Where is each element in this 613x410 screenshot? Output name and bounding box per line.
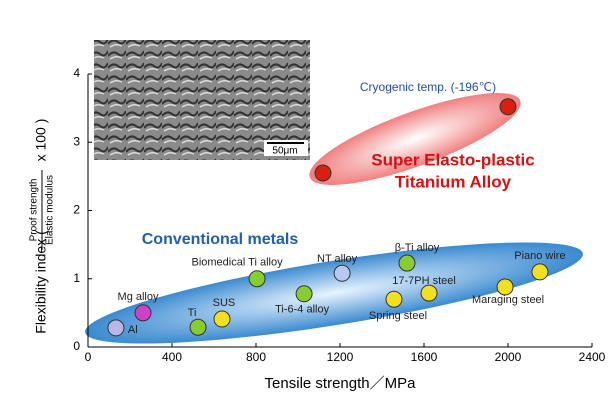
point [213,310,231,328]
point [295,285,313,303]
point [134,304,152,322]
y-axis-title: Flexibility index ( Proof strength Elast… [29,119,56,334]
point [189,318,207,336]
y-title-part: x 100 ) [33,119,49,162]
point [531,263,549,281]
x-tick-label: 1200 [327,350,354,364]
point-label: Piano wire [514,250,565,262]
x-axis-title: Tensile strength／MPa [265,375,417,392]
point-label: Ti-6-4 alloy [275,304,329,316]
point-label: NT alloy [317,253,358,265]
point [248,270,266,288]
point [420,284,438,302]
x-tick-label: 2400 [579,350,606,364]
conventional-region [85,242,583,344]
point-label: Al [128,324,138,336]
y-title-part: Elastic modulus [45,175,56,245]
x-tick-label: 800 [246,350,266,364]
x-tick-label: 2000 [495,350,522,364]
x-tick-label: 400 [162,350,182,364]
point [314,164,332,182]
x-tick-label: 1600 [411,350,438,364]
point-label: β-Ti alloy [395,242,440,254]
point [398,254,416,272]
super-region [309,93,521,185]
y-tick-label: 2 [73,203,80,217]
y-tick-label: 1 [73,271,80,285]
point-label: Spring steel [369,310,427,322]
point-label: Maraging steel [472,294,544,306]
point [385,290,403,308]
annotation: Conventional metals [142,231,299,248]
y-title-part: Proof strength [29,179,40,242]
point [499,98,517,116]
y-tick-label: 0 [73,339,80,353]
y-tick-label: 4 [73,66,80,80]
point [107,319,125,337]
point-label: Cryogenic temp. (-196℃) [360,80,496,94]
scale-bar-label: 50μm [272,146,297,157]
point-label: Ti [188,307,197,319]
point [333,264,351,282]
point-label: Mg alloy [118,291,159,303]
point [496,278,514,296]
point-label: 17-7PH steel [392,275,456,287]
y-title-part: Flexibility index ( [33,230,49,334]
point-label: SUS [213,297,236,309]
point-label: Biomedical Ti alloy [192,257,284,269]
y-tick-label: 3 [73,134,80,148]
annotation: Super Elasto-plastic [371,150,534,169]
x-tick-label: 0 [85,350,92,364]
annotation: Titanium Alloy [395,172,512,191]
